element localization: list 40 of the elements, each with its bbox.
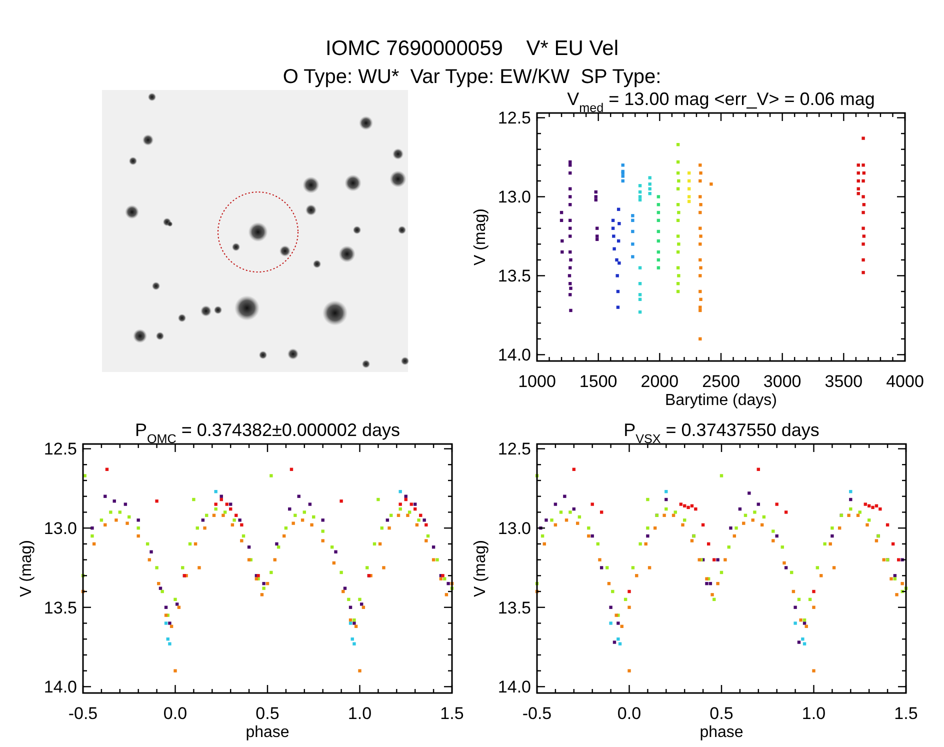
x-axis-title: Barytime (days) — [664, 392, 778, 409]
x-tick-label: 1.5 — [894, 704, 918, 723]
chart-title: P$_{VSX}$ = 0.37437550 days — [624, 420, 820, 446]
y-tick-label: 12.5 — [44, 440, 77, 459]
x-tick-label: 1000 — [518, 372, 556, 391]
x-tick-label: 3000 — [763, 372, 802, 391]
y-tick-label: 13.0 — [44, 519, 77, 538]
x-axis-title: phase — [700, 724, 744, 741]
x-tick-label: -0.5 — [68, 704, 98, 723]
x-tick-label: 1.5 — [440, 704, 464, 723]
y-tick-label: 12.5 — [498, 108, 531, 128]
text: O Type: WU* Var Type: EW/KW SP Type: — [282, 66, 662, 88]
chart-title: V$_{med}$ = 13.00 mag <err_V> = 0.06 mag — [567, 89, 875, 115]
x-tick-label: 2000 — [640, 372, 679, 391]
x-tick-label: 0.5 — [256, 704, 280, 723]
x-tick-label: 3500 — [824, 372, 863, 391]
y-tick-label: 13.5 — [44, 598, 77, 618]
y-tick-label: 14.0 — [498, 678, 531, 697]
y-axis-title: V (mag) — [18, 540, 35, 597]
text: IOMC 7690000059 V* EU Vel — [325, 37, 619, 60]
x-axis-title: phase — [246, 724, 290, 741]
y-tick-label: 13.5 — [498, 266, 531, 286]
x-tick-label: 1500 — [579, 372, 618, 391]
y-tick-label: 12.5 — [498, 440, 531, 459]
y-tick-label: 13.0 — [498, 519, 531, 538]
y-tick-label: 14.0 — [44, 678, 77, 697]
x-tick-label: 2500 — [702, 372, 740, 391]
y-tick-label: 13.0 — [498, 188, 531, 207]
x-tick-label: 4000 — [886, 372, 924, 391]
x-tick-label: 1.0 — [802, 704, 826, 723]
y-axis-title: V (mag) — [472, 208, 489, 266]
y-tick-label: 13.5 — [498, 598, 531, 618]
x-tick-label: 1.0 — [348, 704, 372, 723]
x-tick-label: 0.0 — [163, 704, 188, 723]
x-tick-label: 0.5 — [710, 704, 734, 723]
chart-title: P$_{OMC}$ = 0.374382±0.000002 days — [135, 420, 400, 446]
x-tick-label: -0.5 — [522, 704, 552, 723]
x-tick-label: 0.0 — [617, 704, 642, 723]
y-axis-title: V (mag) — [472, 540, 489, 597]
y-tick-label: 14.0 — [498, 346, 531, 365]
